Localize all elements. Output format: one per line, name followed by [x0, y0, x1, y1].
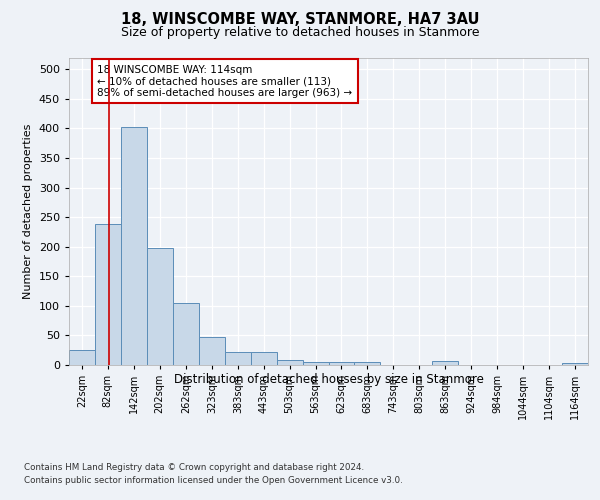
Text: Distribution of detached houses by size in Stanmore: Distribution of detached houses by size …: [174, 372, 484, 386]
Bar: [95, 224, 121, 365]
Bar: [432, 362, 458, 365]
Bar: [225, 352, 251, 365]
Bar: [173, 303, 199, 365]
Text: Contains public sector information licensed under the Open Government Licence v3: Contains public sector information licen…: [24, 476, 403, 485]
Bar: [69, 350, 95, 365]
Text: 18 WINSCOMBE WAY: 114sqm
← 10% of detached houses are smaller (113)
89% of semi-: 18 WINSCOMBE WAY: 114sqm ← 10% of detach…: [97, 64, 353, 98]
Bar: [562, 363, 588, 365]
Y-axis label: Number of detached properties: Number of detached properties: [23, 124, 33, 299]
Bar: [121, 126, 147, 365]
Bar: [329, 362, 355, 365]
Bar: [199, 336, 225, 365]
Bar: [251, 352, 277, 365]
Text: 18, WINSCOMBE WAY, STANMORE, HA7 3AU: 18, WINSCOMBE WAY, STANMORE, HA7 3AU: [121, 12, 479, 28]
Bar: [302, 362, 329, 365]
Bar: [355, 362, 380, 365]
Text: Contains HM Land Registry data © Crown copyright and database right 2024.: Contains HM Land Registry data © Crown c…: [24, 462, 364, 471]
Bar: [147, 248, 173, 365]
Text: Size of property relative to detached houses in Stanmore: Size of property relative to detached ho…: [121, 26, 479, 39]
Bar: [277, 360, 302, 365]
